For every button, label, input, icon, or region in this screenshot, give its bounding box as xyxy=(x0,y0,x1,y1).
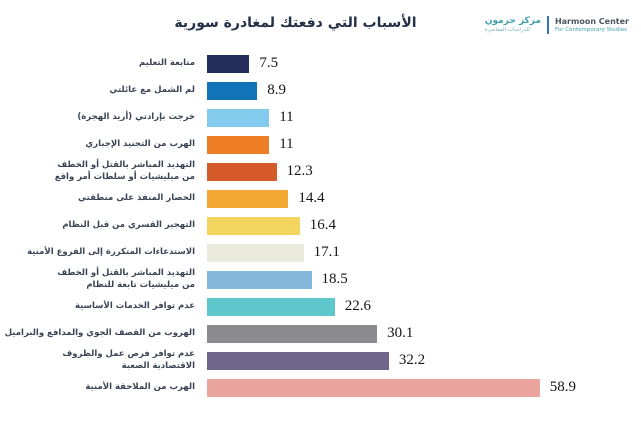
bar-area: 22.6 xyxy=(207,297,641,316)
bar-label: عدم توافر الخدمات الأساسية xyxy=(74,300,195,311)
bar xyxy=(207,351,389,370)
bar-row: لم الشمل مع عائلتي 8.9 xyxy=(0,77,641,104)
bar xyxy=(207,81,258,100)
bar-area: 14.4 xyxy=(207,189,641,208)
bar-area: 12.3 xyxy=(207,162,641,181)
bar-row: الهرب من الملاحقة الأمنية 58.9 xyxy=(0,374,641,401)
bar-value: 30.1 xyxy=(387,325,414,341)
bar-value: 7.5 xyxy=(259,55,279,71)
bar-area: 8.9 xyxy=(207,81,641,100)
bar-label: الاستدعاءات المتكررة إلى الفروع الأمنية xyxy=(27,246,195,257)
bar-row: الاستدعاءات المتكررة إلى الفروع الأمنية … xyxy=(0,239,641,266)
bar xyxy=(207,135,270,154)
bar-value: 32.2 xyxy=(398,352,426,368)
bar-value: 8.9 xyxy=(267,82,287,98)
bar-label: التهجير القسري من قبل النظام xyxy=(62,219,195,230)
bar-value: 12.3 xyxy=(286,163,313,179)
bar-row: خرجت بإرادتي (أريد الهجرة) 11 xyxy=(0,104,641,131)
bar-label: لم الشمل مع عائلتي xyxy=(109,84,195,95)
bar xyxy=(207,270,312,289)
bar xyxy=(207,189,289,208)
bar-value: 22.6 xyxy=(344,298,371,314)
bar-row: التهديد المباشر بالقتل أو الخطف من ميليش… xyxy=(0,266,641,293)
bar xyxy=(207,324,378,343)
bar-area: 18.5 xyxy=(207,270,641,289)
logo-separator xyxy=(546,16,549,34)
bar xyxy=(207,162,277,181)
bar-value: 11 xyxy=(279,109,294,125)
bar xyxy=(207,297,335,316)
bar-row: الهروب من القصف الجوي والمدافع والبراميل… xyxy=(0,320,641,347)
bar-area: 16.4 xyxy=(207,216,641,235)
bar-row: متابعة التعليم 7.5 xyxy=(0,50,641,77)
chart-title: الأسباب التي دفعتك لمغادرة سورية xyxy=(174,15,417,31)
bar-label: الهرب من التجنيد الإجباري xyxy=(85,138,195,149)
logo-english-block: Harmoon Center For Contemporary Studies xyxy=(555,17,629,33)
bar-area: 7.5 xyxy=(207,54,641,73)
logo-arabic-name: مركز حرمون xyxy=(484,16,541,27)
bar xyxy=(207,378,540,397)
bar xyxy=(207,243,304,262)
bar-row: التهديد المباشر بالقتل أو الخطف من ميليش… xyxy=(0,158,641,185)
bar-area: 11 xyxy=(207,108,641,127)
logo-english-name: Harmoon Center xyxy=(554,16,629,26)
bar xyxy=(207,216,300,235)
bar-label: الحصار المنفذ على منطقتي xyxy=(78,192,195,203)
bar-value: 14.4 xyxy=(298,190,325,206)
bar-area: 30.1 xyxy=(207,324,641,343)
bar-row: عدم توافر الخدمات الأساسية 22.6 xyxy=(0,293,641,320)
harmoon-logo: مركز حرمون للدراسات المعاصرة Harmoon Cen… xyxy=(485,16,629,34)
bar-label: الهروب من القصف الجوي والمدافع والبراميل xyxy=(4,327,195,338)
bar-value: 16.4 xyxy=(309,217,336,233)
bar-label: عدم توافر فرص عمل والظروف الاقتصادية الص… xyxy=(62,349,195,371)
bar-value: 11 xyxy=(279,136,294,152)
logo-arabic-subtitle: للدراسات المعاصرة xyxy=(484,26,530,33)
bar-value: 17.1 xyxy=(313,244,340,260)
bar xyxy=(207,108,270,127)
bar-label: خرجت بإرادتي (أريد الهجرة) xyxy=(77,111,195,122)
bar-area: 58.9 xyxy=(207,378,641,397)
bar-row: التهجير القسري من قبل النظام 16.4 xyxy=(0,212,641,239)
bar-value: 58.9 xyxy=(549,379,577,395)
logo-arabic-block: مركز حرمون للدراسات المعاصرة xyxy=(484,16,541,33)
bar-label: التهديد المباشر بالقتل أو الخطف من ميليش… xyxy=(54,160,195,182)
bar-row: عدم توافر فرص عمل والظروف الاقتصادية الص… xyxy=(0,347,641,374)
bar-row: الهرب من التجنيد الإجباري 11 xyxy=(0,131,641,158)
bar-chart: متابعة التعليم 7.5 لم الشمل مع عائلتي 8.… xyxy=(0,50,641,401)
bar xyxy=(207,54,250,73)
logo-english-subtitle: For Contemporary Studies xyxy=(554,26,628,33)
bar-value: 18.5 xyxy=(321,271,348,287)
bar-area: 32.2 xyxy=(207,351,641,370)
bar-area: 17.1 xyxy=(207,243,641,262)
bar-area: 11 xyxy=(207,135,641,154)
bar-label: الهرب من الملاحقة الأمنية xyxy=(85,381,195,392)
bar-label: متابعة التعليم xyxy=(138,57,195,68)
bar-row: الحصار المنفذ على منطقتي 14.4 xyxy=(0,185,641,212)
bar-label: التهديد المباشر بالقتل أو الخطف من ميليش… xyxy=(57,268,195,290)
